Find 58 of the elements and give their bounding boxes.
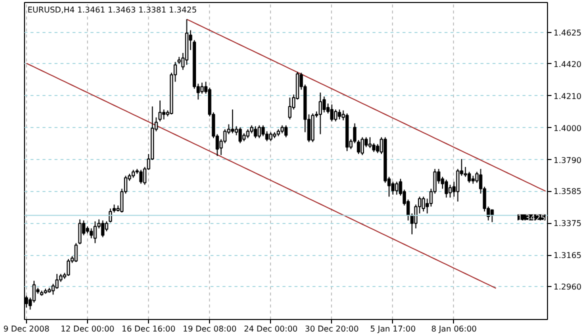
x-tick-label: 9 Dec 2008 (3, 324, 50, 334)
x-tick-label: 5 Jan 17:00 (370, 324, 416, 334)
x-tick-label: 19 Dec 08:00 (182, 324, 237, 334)
candlestick (338, 108, 342, 120)
candlestick (74, 242, 78, 263)
y-tick-label: 1.4420 (554, 60, 582, 69)
candlestick (288, 97, 292, 120)
y-tick-label: 1.3790 (554, 156, 582, 165)
line-series (186, 18, 546, 192)
candlestick (468, 171, 471, 184)
candlestick (32, 280, 36, 304)
ref-line-label: 1.3425 (518, 213, 546, 222)
candlestick (55, 273, 59, 290)
candlestick (261, 124, 265, 137)
candlestick (448, 184, 452, 198)
candlestick (391, 181, 395, 196)
candlestick (360, 136, 364, 156)
candlestick (258, 124, 261, 139)
candlestick (66, 258, 70, 276)
candlestick (104, 220, 108, 232)
y-tick-label: 1.4000 (554, 124, 582, 133)
y-tick-label: 1.4210 (554, 92, 582, 101)
candlestick (464, 166, 468, 178)
x-tick-label: 16 Dec 16:00 (122, 324, 176, 334)
candlestick (265, 130, 269, 142)
candlestick (51, 283, 55, 296)
y-tick-label: 1.4625 (554, 28, 582, 38)
y-tick-label: 1.3585 (554, 187, 582, 196)
candlestick (93, 220, 97, 244)
candlestick (444, 179, 448, 198)
line-series (26, 62, 496, 289)
x-tick-label: 12 Dec 00:00 (60, 324, 114, 334)
candlestick (368, 136, 372, 149)
candlestick (101, 220, 104, 238)
y-tick-label: 1.2960 (554, 282, 582, 292)
candlestick (162, 108, 166, 120)
candlestick (230, 108, 234, 134)
y-tick-label: 1.3375 (554, 219, 582, 228)
candlestick (200, 82, 204, 94)
x-tick-label: 24 Dec 00:00 (244, 324, 298, 334)
candlestick (318, 92, 322, 135)
candlestick (90, 228, 93, 239)
candlestick (334, 108, 338, 122)
chart-title: EURUSD,H4 1.3461 1.3463 1.3381 1.3425 (28, 6, 197, 14)
y-tick-label: 1.3165 (554, 251, 582, 260)
candlestick (284, 124, 288, 138)
candlestick (158, 100, 162, 122)
candlestick (108, 208, 112, 223)
candlestick (78, 218, 82, 245)
candlestick (422, 196, 426, 212)
candlestick (490, 209, 494, 223)
candlestick (139, 169, 143, 184)
candlestick (330, 104, 334, 122)
candlestick (395, 181, 398, 196)
candlestick (238, 126, 242, 144)
candlestick (254, 126, 258, 139)
x-tick-label: 30 Dec 20:00 (304, 324, 359, 334)
x-tick-label: 8 Jan 06:00 (431, 324, 477, 334)
